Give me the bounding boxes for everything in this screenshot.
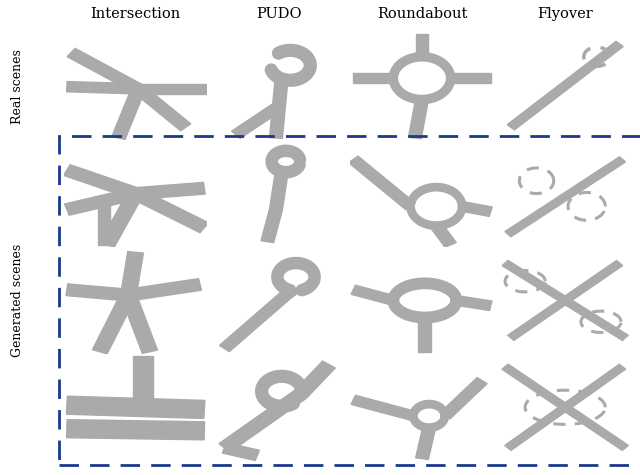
Polygon shape (269, 108, 285, 138)
Polygon shape (65, 188, 138, 215)
Polygon shape (282, 286, 298, 298)
Polygon shape (349, 156, 415, 209)
Polygon shape (98, 199, 110, 245)
Polygon shape (67, 48, 143, 93)
Polygon shape (138, 84, 207, 94)
Polygon shape (269, 171, 288, 210)
Polygon shape (419, 317, 431, 352)
Text: Real scenes: Real scenes (12, 49, 24, 124)
Polygon shape (455, 296, 492, 311)
Polygon shape (220, 292, 291, 352)
Polygon shape (100, 191, 143, 247)
Polygon shape (273, 78, 288, 108)
Polygon shape (120, 252, 143, 296)
Polygon shape (431, 223, 456, 247)
Polygon shape (408, 99, 428, 139)
Polygon shape (63, 165, 139, 199)
Text: PUDO: PUDO (256, 7, 301, 21)
Polygon shape (127, 279, 202, 301)
Polygon shape (502, 151, 628, 237)
Text: Flyover: Flyover (538, 7, 593, 21)
Polygon shape (507, 41, 623, 130)
Polygon shape (353, 73, 394, 83)
Text: Roundabout: Roundabout (377, 7, 467, 21)
Polygon shape (232, 104, 280, 138)
Polygon shape (502, 260, 628, 341)
Polygon shape (112, 87, 145, 140)
Polygon shape (121, 294, 157, 353)
Polygon shape (505, 157, 625, 237)
Polygon shape (222, 443, 259, 461)
Polygon shape (67, 396, 205, 418)
Polygon shape (294, 361, 335, 398)
Polygon shape (351, 395, 415, 420)
Polygon shape (132, 356, 153, 405)
Polygon shape (505, 364, 626, 450)
Polygon shape (415, 34, 428, 57)
Polygon shape (66, 284, 129, 301)
Polygon shape (131, 189, 209, 233)
Polygon shape (261, 209, 282, 243)
Polygon shape (415, 427, 435, 459)
Polygon shape (502, 364, 628, 450)
Polygon shape (67, 82, 139, 94)
Polygon shape (502, 43, 628, 130)
Polygon shape (461, 202, 492, 217)
Polygon shape (351, 285, 396, 305)
Polygon shape (67, 419, 205, 440)
Polygon shape (508, 260, 623, 341)
Polygon shape (92, 293, 136, 354)
Polygon shape (135, 182, 205, 200)
Polygon shape (440, 378, 487, 419)
Polygon shape (133, 86, 191, 131)
Text: Intersection: Intersection (90, 7, 180, 21)
Text: Generated scenes: Generated scenes (12, 244, 24, 357)
Polygon shape (219, 390, 306, 452)
Polygon shape (451, 73, 491, 83)
